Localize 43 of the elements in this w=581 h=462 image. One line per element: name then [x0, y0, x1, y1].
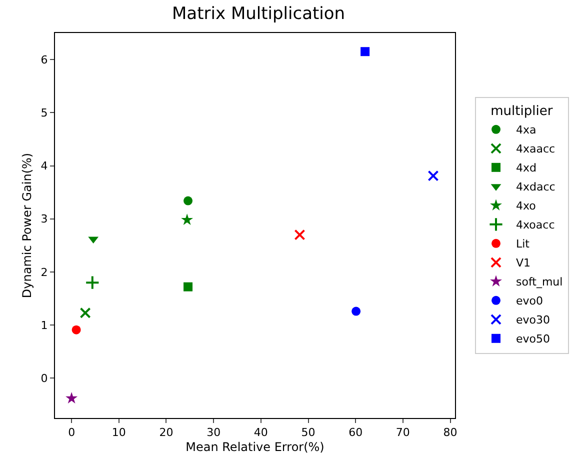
- y-axis-title: Dynamic Power Gain(%): [20, 152, 34, 298]
- x-tick-label: 40: [254, 426, 268, 440]
- legend-title: multiplier: [490, 104, 554, 119]
- x-tick-label: 60: [348, 426, 363, 440]
- point: [80, 307, 91, 318]
- legend-label: 4xa: [516, 124, 536, 137]
- point: [184, 196, 193, 206]
- x-axis-title: Mean Relative Error(%): [186, 440, 324, 454]
- y-tick-label: 0: [40, 372, 48, 386]
- y-tick-label: 5: [40, 106, 48, 120]
- point: [72, 325, 81, 334]
- x-tick-label: 80: [443, 426, 458, 440]
- point: [66, 392, 78, 404]
- legend-label: evo50: [516, 332, 550, 346]
- point: [428, 170, 439, 182]
- legend-label: 4xd: [516, 162, 536, 175]
- legend-label: soft_mul: [516, 276, 563, 289]
- point: [352, 306, 361, 316]
- point: [85, 275, 100, 290]
- chart-title: Matrix Multiplication: [172, 4, 346, 24]
- point: [294, 229, 306, 240]
- y-tick-label: 3: [40, 212, 48, 226]
- y-tick-label: 1: [40, 318, 48, 332]
- point: [181, 214, 194, 226]
- legend-label: 4xoacc: [516, 218, 555, 232]
- y-tick-label: 6: [40, 53, 48, 66]
- y-tick-label: 2: [40, 266, 48, 279]
- x-tick-label: 10: [112, 426, 126, 440]
- point: [184, 282, 193, 292]
- y-tick-label: 4: [40, 160, 48, 173]
- legend-label: evo0: [516, 294, 544, 308]
- legend-label: 4xo: [516, 200, 536, 213]
- x-tick-label: 0: [68, 426, 76, 440]
- legend-label: V1: [516, 256, 531, 270]
- legend-label: 4xdacc: [516, 180, 556, 194]
- x-tick-label: 70: [396, 426, 410, 440]
- x-tick-label: 30: [206, 426, 221, 440]
- legend-label: Lit: [516, 238, 530, 251]
- point: [360, 47, 370, 56]
- x-tick-label: 50: [301, 426, 316, 440]
- legend-label: 4xaacc: [516, 142, 556, 156]
- x-tick-label: 20: [159, 426, 174, 440]
- legend-label: evo30: [516, 314, 550, 327]
